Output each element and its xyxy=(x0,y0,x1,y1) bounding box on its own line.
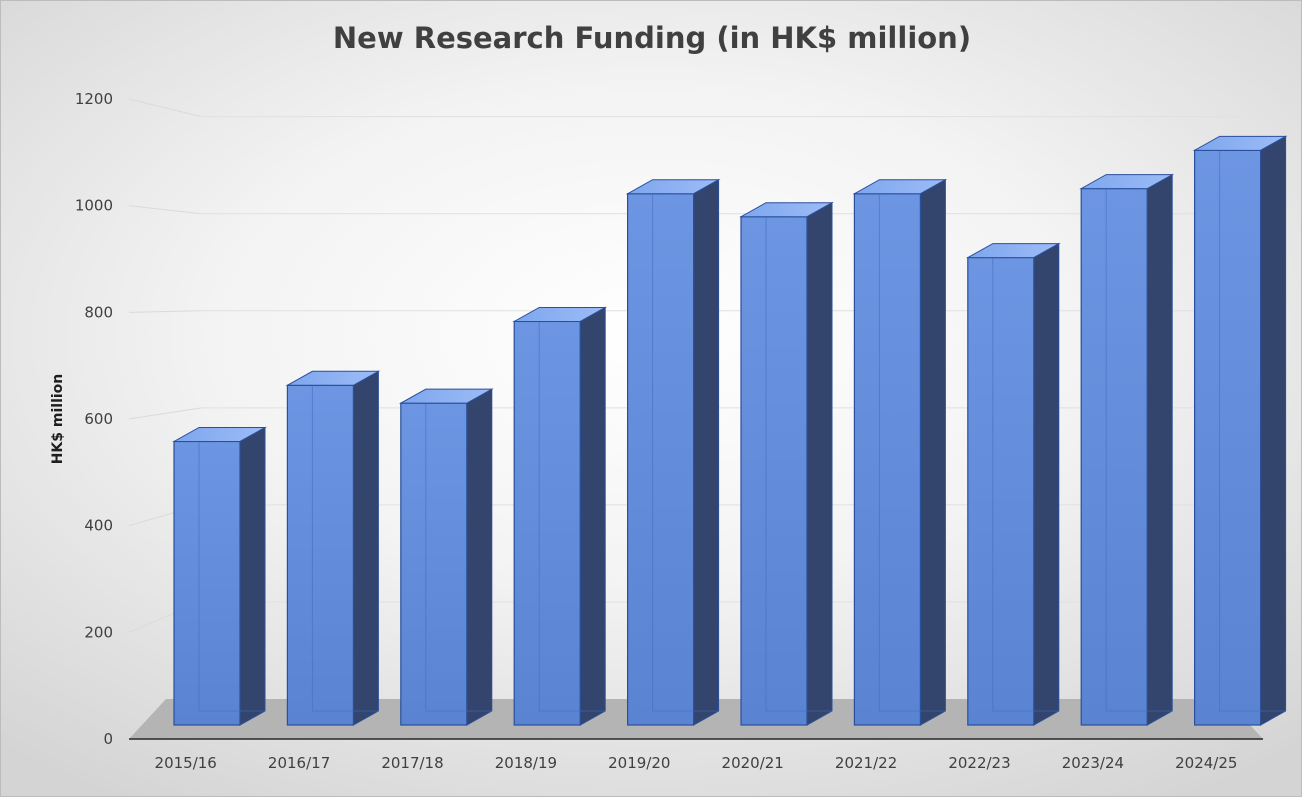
bar-top xyxy=(398,388,494,404)
bar-side xyxy=(806,201,833,726)
bar-top xyxy=(285,370,381,386)
x-tick-label: 2024/25 xyxy=(1175,754,1237,772)
bar xyxy=(626,193,695,726)
bar-side xyxy=(1146,173,1173,726)
bar-hidden-edges xyxy=(538,307,606,712)
x-tick-label: 2016/17 xyxy=(268,754,330,772)
x-tick-label: 2020/21 xyxy=(722,754,784,772)
y-tick-label: 800 xyxy=(84,303,113,321)
bar-top xyxy=(739,202,834,218)
bar-hidden-edges xyxy=(992,243,1059,712)
bar-hidden-edges xyxy=(311,371,379,712)
bar-group xyxy=(852,178,948,726)
bar-side xyxy=(466,388,493,726)
bar-top xyxy=(1192,135,1288,151)
bar-side xyxy=(352,370,379,726)
bar-side xyxy=(579,306,606,726)
y-tick-label: 200 xyxy=(84,623,113,641)
gridline-diagonal xyxy=(128,205,202,215)
y-tick-label: 600 xyxy=(84,410,113,428)
x-tick-label: 2017/18 xyxy=(381,754,443,772)
bar-top xyxy=(172,426,267,442)
y-tick-label: 1200 xyxy=(75,90,113,108)
x-tick-label: 2021/22 xyxy=(835,754,897,772)
bar-group xyxy=(512,306,608,726)
bar-hidden-edges xyxy=(425,389,492,712)
bar-side xyxy=(239,426,266,726)
y-tick-label: 0 xyxy=(103,730,113,748)
bar xyxy=(400,402,468,726)
bar xyxy=(853,193,922,726)
bar-group xyxy=(285,370,381,726)
x-tick-label: 2019/20 xyxy=(608,754,670,772)
bar-hidden-edges xyxy=(1219,136,1286,712)
bar-group xyxy=(625,178,721,726)
x-tick-label: 2018/19 xyxy=(495,754,557,772)
bar-hidden-edges xyxy=(1105,174,1173,712)
y-tick-label: 400 xyxy=(84,517,113,535)
x-tick-label: 2015/16 xyxy=(155,754,217,772)
bar-side xyxy=(1260,135,1287,726)
bar-group xyxy=(1192,135,1288,726)
bar-side xyxy=(919,178,946,726)
x-tick-label: 2023/24 xyxy=(1062,754,1124,772)
bar xyxy=(513,320,581,726)
bar xyxy=(740,216,808,726)
bar-top xyxy=(625,179,721,195)
bar-top xyxy=(512,306,608,322)
bar xyxy=(967,256,1035,726)
bar-top xyxy=(965,243,1061,259)
bar xyxy=(286,384,354,726)
gridline-diagonal xyxy=(128,98,202,118)
bar-group xyxy=(1079,173,1175,726)
x-tick-label: 2022/23 xyxy=(948,754,1010,772)
bar-hidden-edges xyxy=(878,179,946,712)
bar-group xyxy=(739,201,834,726)
bar-side xyxy=(1033,242,1060,726)
bar-group xyxy=(172,426,267,726)
gridline-diagonal xyxy=(128,310,202,313)
y-tick-label: 1000 xyxy=(75,197,113,215)
gridline-diagonal xyxy=(128,407,202,420)
bar xyxy=(1080,188,1148,726)
bar xyxy=(173,440,241,726)
bar-group xyxy=(398,388,494,726)
bar-group xyxy=(965,242,1061,726)
bar-hidden-edges xyxy=(652,179,719,712)
bar xyxy=(1193,149,1262,726)
bar-side xyxy=(693,178,720,726)
bar-top xyxy=(852,179,948,195)
bar-hidden-edges xyxy=(765,202,832,712)
chart-title: New Research Funding (in HK$ million) xyxy=(332,21,972,55)
bar-hidden-edges xyxy=(198,427,265,712)
bar-top xyxy=(1079,174,1175,190)
